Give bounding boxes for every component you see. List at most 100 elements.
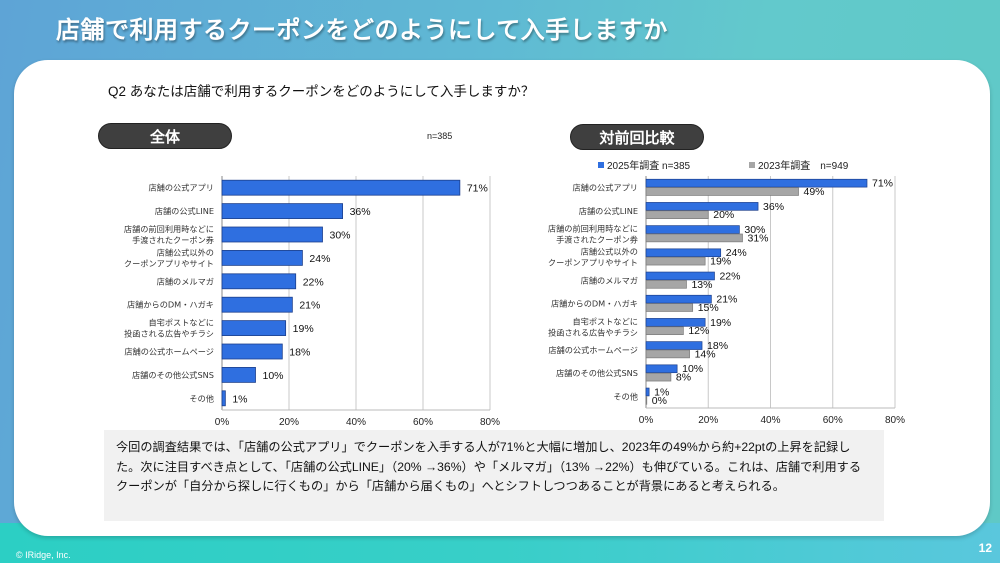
category-label: 店舗の前回利用時などに <box>548 224 638 234</box>
data-label: 24% <box>309 253 330 265</box>
section-label-overall: 全体 <box>98 123 232 149</box>
data-label: 36% <box>350 206 371 218</box>
bar-2025 <box>645 318 706 327</box>
slide-title: 店舗で利用するクーポンをどのようにして入手しますか <box>56 16 668 44</box>
bar <box>221 367 256 383</box>
copyright: © IRidge, Inc. <box>16 550 71 560</box>
category-label: 投函される広告やチラシ <box>124 329 214 339</box>
section-label-text: 対前回比較 <box>599 128 675 147</box>
x-tick-label: 60% <box>413 417 433 428</box>
bar-2025 <box>645 341 703 350</box>
bar <box>221 273 297 290</box>
category-label: 店舗の公式アプリ <box>572 183 638 193</box>
data-label: 1% <box>232 393 247 405</box>
bar <box>221 390 226 407</box>
x-tick-label: 80% <box>480 417 500 428</box>
bar-2023 <box>645 210 709 220</box>
category-label: その他 <box>613 391 638 401</box>
bar <box>221 226 323 243</box>
bar-2025 <box>645 271 715 281</box>
data-label-2025: 21% <box>716 294 737 306</box>
data-label-2025: 18% <box>707 340 728 352</box>
data-label: 18% <box>289 347 310 359</box>
x-tick-label: 60% <box>823 415 843 426</box>
bar-2023 <box>645 396 648 405</box>
data-label-2023: 14% <box>695 348 716 360</box>
x-tick-label: 20% <box>279 417 299 428</box>
category-label: クーポンアプリやサイト <box>548 258 638 268</box>
data-label-2023: 20% <box>713 209 734 221</box>
category-label: 店舗のメルマガ <box>157 276 214 286</box>
section-label-comparison: 対前回比較 <box>570 124 704 150</box>
data-label: 30% <box>330 230 351 242</box>
x-tick-label: 0% <box>215 417 230 428</box>
category-label: 店舗の公式ホームページ <box>124 347 214 357</box>
category-label: 自宅ポストなどに <box>572 316 638 326</box>
bar-2023 <box>645 233 743 243</box>
bar-2023 <box>645 372 672 382</box>
category-label: 店舗の公式LINE <box>579 206 638 216</box>
bar-2023 <box>645 303 694 312</box>
summary-box: 今回の調査結果では、「店舗の公式アプリ」でクーポンを入手する人が71%と大幅に増… <box>104 430 884 521</box>
data-label-2023: 19% <box>710 256 731 268</box>
data-label-2023: 31% <box>747 232 768 244</box>
category-label: 店舗の公式ホームページ <box>548 345 638 355</box>
category-label: 自宅ポストなどに <box>148 318 214 328</box>
legend-label: 2025年調査 n=385 <box>607 161 691 172</box>
category-label: 店舗からのDM・ハガキ <box>127 300 214 310</box>
data-label: 21% <box>299 300 320 312</box>
legend-item-2025: 2025年調査 n=385 <box>598 157 690 172</box>
category-label: クーポンアプリやサイト <box>124 258 214 268</box>
sample-size-label: n=385 <box>427 131 453 141</box>
bar-2023 <box>645 326 684 336</box>
category-label: 店舗の公式アプリ <box>148 183 214 193</box>
bar-2025 <box>645 248 722 258</box>
legend-swatch-2025 <box>598 161 604 168</box>
data-label-2025: 10% <box>682 363 703 375</box>
data-label-2025: 19% <box>710 317 731 329</box>
category-label: 店舗公式以外の <box>157 247 214 257</box>
bar-2023 <box>645 280 687 289</box>
data-label-2025: 71% <box>872 178 893 190</box>
bar-2023 <box>645 256 706 266</box>
legend-label: 2023年調査 n=949 <box>758 161 849 172</box>
data-label-2023: 15% <box>698 302 719 314</box>
data-label-2023: 49% <box>804 186 825 198</box>
question-text: Q2 あなたは店舗で利用するクーポンをどのようにして入手しますか？ <box>108 84 535 99</box>
data-label: 10% <box>263 370 284 382</box>
data-label: 71% <box>467 183 488 195</box>
category-label: 手渡されたクーポン券 <box>132 235 214 245</box>
section-label-text: 全体 <box>149 127 180 146</box>
bar-2025 <box>645 225 740 234</box>
data-label-2023: 12% <box>688 325 709 337</box>
bar-2023 <box>645 349 690 359</box>
bar <box>221 250 303 266</box>
data-label-2023: 0% <box>652 395 667 407</box>
data-label-2025: 30% <box>744 224 765 236</box>
bar <box>221 320 287 336</box>
bar <box>221 343 283 360</box>
data-label-2025: 36% <box>763 201 784 213</box>
category-label: 店舗のその他公式SNS <box>132 370 214 380</box>
data-label-2023: 13% <box>691 279 712 291</box>
page-number: 12 <box>978 541 992 555</box>
x-tick-label: 80% <box>885 415 905 426</box>
bar <box>221 179 461 196</box>
data-label: 19% <box>293 323 314 335</box>
bar-2025 <box>645 364 678 374</box>
data-label-2025: 24% <box>726 247 747 259</box>
bar <box>221 203 343 219</box>
category-label: 投函される広告やチラシ <box>548 327 638 337</box>
bar-2025 <box>645 387 650 397</box>
summary-text: 今回の調査結果では、「店舗の公式アプリ」でクーポンを入手する人が71%と大幅に増… <box>116 440 862 493</box>
bar-2025 <box>645 202 759 211</box>
x-tick-label: 40% <box>346 417 366 428</box>
bar <box>221 296 293 313</box>
data-label-2025: 1% <box>654 386 669 398</box>
category-label: 手渡されたクーポン券 <box>556 235 638 245</box>
category-label: 店舗公式以外の <box>581 247 638 257</box>
data-label-2023: 8% <box>676 372 691 384</box>
x-tick-label: 0% <box>639 415 654 426</box>
